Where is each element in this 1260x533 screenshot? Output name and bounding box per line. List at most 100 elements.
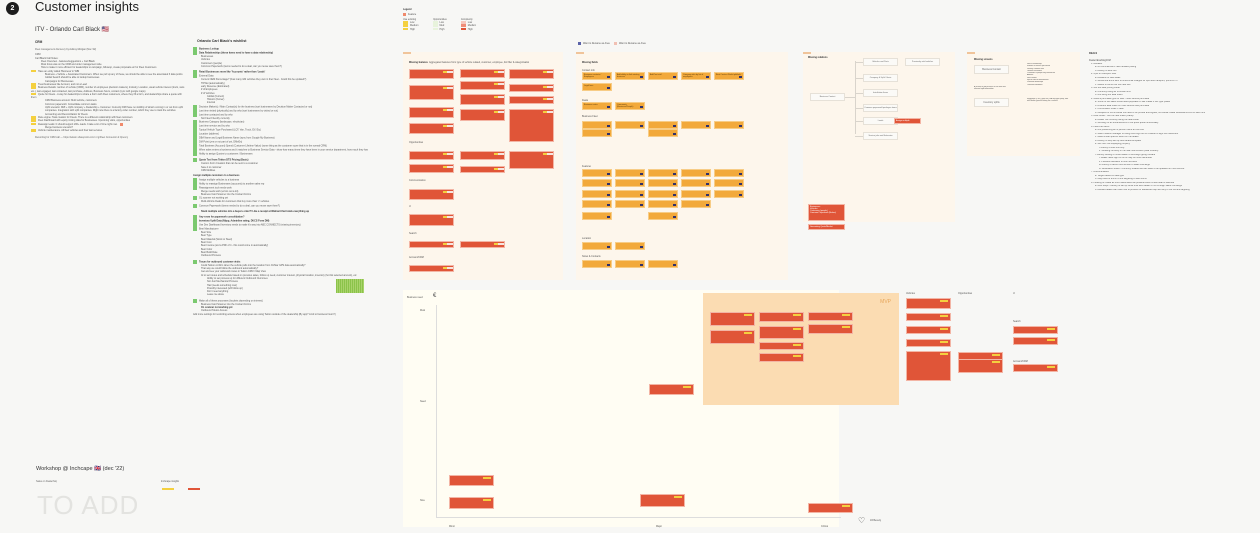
field-card[interactable]: Best Contact Rank/upfit/info [714, 72, 744, 80]
matrix-card[interactable] [710, 312, 755, 326]
field-card[interactable] [681, 190, 711, 198]
field-card[interactable] [648, 200, 678, 208]
insight-card-2[interactable] [188, 488, 200, 490]
side-card[interactable] [906, 339, 951, 347]
relation-root-card[interactable]: Business Contact [810, 93, 845, 101]
feature-card[interactable] [409, 85, 454, 100]
field-card[interactable] [714, 190, 744, 198]
crm-discovery-link[interactable]: Fleet management discovery [35, 48, 66, 51]
feature-card[interactable] [460, 241, 505, 248]
missing-features-board[interactable]: Missing features Aggregated features fro… [403, 52, 563, 280]
missing-fields-board[interactable]: Missing fields Contact info Deals Busine… [576, 52, 788, 280]
field-card[interactable]: Add ability to link existing business [615, 72, 645, 80]
field-card[interactable] [582, 190, 612, 198]
side-card[interactable] [906, 313, 951, 321]
field-card[interactable] [714, 179, 744, 187]
recording-link[interactable]: Recording for CRM call — https://tekion.… [35, 135, 129, 139]
field-card[interactable]: Add 'last visit' [648, 72, 678, 80]
matrix-card[interactable] [759, 353, 804, 362]
feature-card[interactable] [409, 123, 454, 134]
field-card[interactable] [615, 242, 645, 250]
matrix-card[interactable] [759, 342, 804, 350]
feature-card[interactable] [409, 107, 454, 118]
feature-card[interactable] [460, 166, 505, 173]
field-card[interactable]: Comments (Business/People) [615, 102, 645, 110]
field-card[interactable] [582, 169, 612, 177]
field-card[interactable] [714, 121, 744, 129]
matrix-card[interactable] [449, 475, 494, 486]
insight-card-1[interactable] [162, 488, 174, 490]
side-card[interactable] [1013, 364, 1058, 372]
relation-card[interactable]: Installation Items [863, 89, 898, 97]
field-card[interactable] [582, 260, 612, 268]
feature-card[interactable] [460, 69, 505, 78]
matrix-card[interactable] [710, 330, 755, 344]
relation-note-card[interactable]: Businesses Vehicles Customers (people) C… [808, 204, 845, 221]
feature-card[interactable] [460, 81, 505, 90]
feature-card[interactable] [409, 69, 454, 79]
quote-market-card[interactable]: Generating Quote/Market [808, 224, 845, 230]
field-card[interactable]: Company info by list of employees [681, 72, 711, 80]
workshop-link[interactable]: Sales on Dealerhsip [36, 480, 58, 483]
matrix-card[interactable] [759, 312, 804, 322]
matrix-card[interactable] [808, 503, 853, 513]
priority-matrix[interactable]: Business need € Must Need Nice Minor Maj… [403, 290, 899, 528]
feature-card[interactable] [409, 241, 454, 248]
screen-business-contact[interactable]: Business Contact [974, 65, 1009, 74]
rename-toggle-1[interactable]: Want to Rename as Area [578, 42, 610, 45]
feature-card[interactable] [509, 96, 554, 104]
relation-card[interactable]: Company & Upfit / fleets [863, 74, 898, 82]
side-card[interactable] [906, 298, 951, 309]
field-card[interactable] [648, 121, 678, 129]
field-card[interactable] [615, 190, 645, 198]
feature-card[interactable] [460, 94, 505, 105]
missing-relations-board[interactable]: Missing relations Business Contact Vehic… [803, 52, 955, 222]
side-card[interactable] [958, 359, 1003, 373]
matrix-card[interactable] [649, 384, 694, 395]
field-card[interactable] [582, 129, 612, 137]
field-card[interactable] [648, 190, 678, 198]
feature-card[interactable] [509, 109, 554, 142]
relation-card[interactable]: Leads [863, 117, 898, 125]
missing-screens-board[interactable]: Missing screens Business Contact Invento… [967, 52, 1080, 156]
matrix-card[interactable] [808, 312, 853, 321]
field-card[interactable] [615, 121, 645, 129]
feature-card[interactable] [409, 214, 454, 226]
matrix-card[interactable] [759, 326, 804, 339]
relation-linked-card[interactable]: Assign multiple [894, 118, 921, 124]
feature-card[interactable] [460, 151, 505, 160]
field-card[interactable] [582, 179, 612, 187]
feature-card[interactable] [409, 151, 454, 160]
side-card[interactable] [1013, 326, 1058, 334]
field-card[interactable] [681, 200, 711, 208]
feature-card[interactable] [409, 189, 454, 200]
field-card[interactable] [615, 260, 645, 268]
field-card[interactable] [648, 129, 678, 137]
field-card[interactable] [615, 200, 645, 208]
field-card[interactable]: Business contacts / Employees [582, 72, 612, 80]
field-card[interactable] [648, 169, 678, 177]
side-card[interactable] [906, 326, 951, 334]
matrix-card[interactable] [640, 494, 685, 507]
field-card[interactable] [681, 169, 711, 177]
field-card[interactable] [648, 212, 678, 220]
field-card[interactable] [681, 179, 711, 187]
field-card[interactable] [582, 200, 612, 208]
relation-linked-card[interactable]: Previously sold vehicles [905, 58, 940, 66]
relation-card[interactable]: Service jobs and Estimates [863, 132, 898, 140]
matrix-card[interactable] [449, 497, 494, 509]
field-card[interactable]: Business notes [582, 102, 612, 110]
heart-icon[interactable]: ♡ [858, 516, 866, 525]
rename-toggle-2[interactable]: Want to Rename as Area [614, 42, 646, 45]
field-card[interactable] [582, 212, 612, 220]
field-card[interactable] [714, 169, 744, 177]
feature-card[interactable] [409, 265, 454, 272]
feature-card[interactable] [509, 151, 554, 169]
relation-card[interactable]: Common paperwork/packages items [863, 104, 898, 112]
matrix-card[interactable] [808, 324, 853, 334]
screen-inventory-upfits[interactable]: Inventory upfits [974, 98, 1009, 107]
feature-card[interactable] [460, 109, 505, 121]
field-card[interactable] [681, 121, 711, 129]
feature-card[interactable] [409, 164, 454, 173]
relation-card[interactable]: Vehicles and Parts [863, 58, 898, 66]
